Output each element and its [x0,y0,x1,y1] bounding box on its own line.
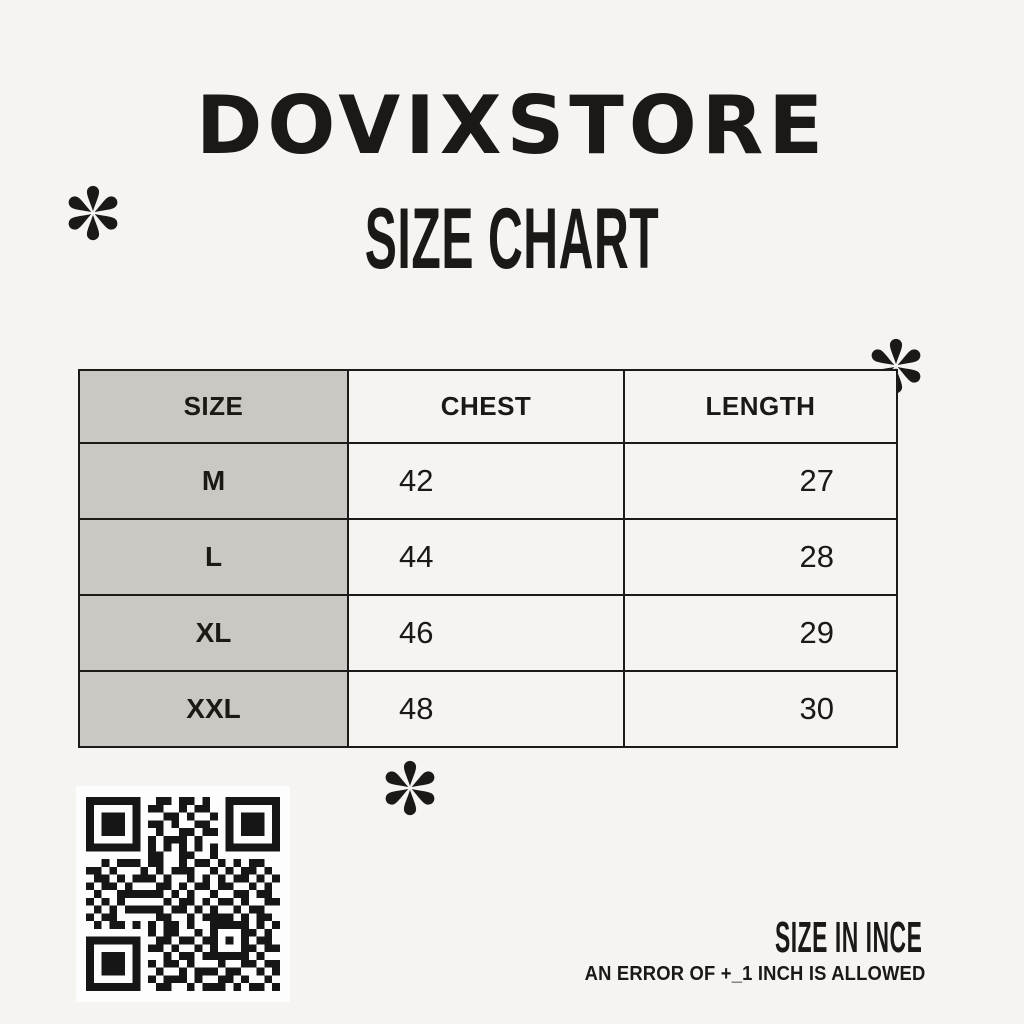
brand-title: DOVIXSTORE [195,79,829,172]
chest-cell: 46 [347,594,625,672]
column-header-length: LENGTH [623,369,898,444]
column-header-size: SIZE [78,369,349,444]
size-cell: M [78,442,349,520]
table-row: XL 46 29 [78,594,898,672]
asterisk-icon [383,760,437,816]
page-title-wrap: SIZE CHART [0,196,1024,282]
size-cell: XL [78,594,349,672]
table-row: L 44 28 [78,518,898,596]
qr-code [76,786,290,1002]
unit-note: SIZE IN INCE [774,913,922,962]
table-row: M 42 27 [78,442,898,520]
tolerance-note: AN ERROR OF +_1 INCH IS ALLOWED [584,963,925,985]
length-cell: 30 [623,670,898,748]
table-row: XXL 48 30 [78,670,898,748]
asterisk-icon [66,185,120,241]
unit-note-wrap: SIZE IN INCE [639,916,922,960]
length-cell: 27 [623,442,898,520]
chest-cell: 42 [347,442,625,520]
page-title: SIZE CHART [364,191,660,287]
size-cell: XXL [78,670,349,748]
chest-cell: 44 [347,518,625,596]
chest-cell: 48 [347,670,625,748]
length-cell: 28 [623,518,898,596]
table-header-row: SIZE CHEST LENGTH [78,369,898,444]
size-cell: L [78,518,349,596]
size-table: SIZE CHEST LENGTH M 42 27 L 44 28 XL 46 … [78,369,898,748]
length-cell: 29 [623,594,898,672]
column-header-chest: CHEST [347,369,625,444]
